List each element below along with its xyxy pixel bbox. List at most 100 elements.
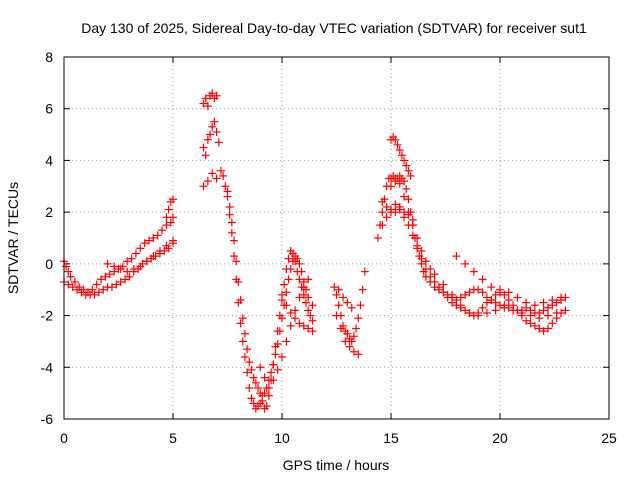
y-tick-label: -4 bbox=[41, 359, 54, 375]
data-point bbox=[530, 301, 539, 310]
data-point bbox=[439, 280, 448, 289]
data-point bbox=[284, 275, 293, 284]
data-point bbox=[219, 171, 228, 180]
data-point bbox=[304, 275, 313, 284]
data-point bbox=[400, 156, 409, 165]
data-point bbox=[522, 316, 531, 325]
data-point bbox=[162, 221, 171, 230]
data-point bbox=[230, 236, 239, 245]
data-point bbox=[421, 257, 430, 266]
data-point bbox=[354, 350, 363, 359]
data-point bbox=[474, 285, 483, 294]
data-point bbox=[304, 293, 313, 302]
data-point bbox=[404, 166, 413, 175]
data-point bbox=[121, 275, 130, 284]
data-point bbox=[395, 202, 404, 211]
data-point bbox=[299, 321, 308, 330]
data-point bbox=[116, 265, 125, 274]
data-point bbox=[92, 280, 101, 289]
data-point bbox=[395, 179, 404, 188]
data-point bbox=[382, 213, 391, 222]
data-point bbox=[212, 174, 221, 183]
data-point bbox=[395, 146, 404, 155]
data-point bbox=[341, 337, 350, 346]
data-point bbox=[373, 234, 382, 242]
data-point bbox=[332, 290, 341, 299]
data-point bbox=[136, 262, 145, 271]
data-point bbox=[548, 319, 557, 328]
data-points bbox=[60, 89, 570, 413]
data-point bbox=[295, 293, 304, 302]
data-point bbox=[539, 327, 548, 336]
data-point bbox=[295, 259, 304, 268]
data-point bbox=[391, 174, 400, 183]
data-point bbox=[465, 308, 474, 317]
data-point bbox=[212, 91, 221, 100]
data-point bbox=[243, 368, 252, 377]
data-point bbox=[456, 293, 465, 302]
data-point bbox=[245, 358, 254, 367]
data-point bbox=[129, 265, 138, 274]
data-point bbox=[413, 241, 422, 250]
data-point bbox=[282, 301, 291, 310]
data-point bbox=[500, 303, 509, 312]
data-point bbox=[406, 171, 415, 180]
data-point bbox=[478, 275, 487, 284]
data-point bbox=[391, 200, 400, 209]
data-point bbox=[426, 265, 435, 274]
y-tick-label: 6 bbox=[45, 101, 53, 117]
data-point bbox=[169, 236, 177, 245]
data-point bbox=[352, 324, 361, 333]
data-point bbox=[149, 252, 158, 261]
data-point bbox=[526, 319, 535, 328]
data-point bbox=[140, 239, 149, 248]
data-point bbox=[343, 298, 352, 307]
data-point bbox=[210, 117, 219, 126]
data-point bbox=[275, 327, 284, 336]
data-point bbox=[278, 314, 286, 323]
data-point bbox=[271, 350, 280, 359]
data-point bbox=[293, 254, 302, 263]
data-point bbox=[487, 296, 496, 305]
data-point bbox=[404, 210, 413, 219]
y-tick-label: -2 bbox=[41, 308, 54, 324]
data-point bbox=[249, 373, 258, 382]
data-point bbox=[393, 140, 402, 149]
data-point bbox=[517, 308, 526, 317]
data-point bbox=[391, 208, 400, 217]
data-point bbox=[530, 321, 539, 330]
data-point bbox=[417, 254, 426, 263]
data-point bbox=[358, 285, 367, 294]
data-point bbox=[123, 267, 132, 276]
data-point bbox=[391, 135, 400, 144]
x-tick-label: 10 bbox=[274, 430, 290, 446]
data-point bbox=[491, 290, 500, 299]
data-point bbox=[339, 293, 348, 302]
data-point bbox=[260, 389, 269, 398]
data-point bbox=[297, 267, 306, 276]
data-point bbox=[97, 275, 106, 284]
data-point bbox=[469, 267, 478, 276]
data-point bbox=[496, 285, 504, 294]
data-point bbox=[247, 365, 256, 374]
data-point bbox=[278, 352, 286, 361]
data-point bbox=[552, 308, 561, 317]
data-point bbox=[240, 352, 249, 361]
data-point bbox=[230, 252, 239, 261]
data-point bbox=[199, 143, 208, 152]
data-point bbox=[387, 182, 395, 191]
data-point bbox=[402, 161, 411, 170]
y-axis-label: SDTVAR / TECUs bbox=[5, 182, 21, 294]
data-point bbox=[232, 257, 241, 266]
data-point bbox=[234, 277, 243, 286]
x-tick-label: 0 bbox=[60, 430, 68, 446]
data-point bbox=[166, 218, 175, 227]
data-point bbox=[448, 298, 457, 307]
data-point bbox=[269, 376, 278, 385]
data-point bbox=[286, 308, 295, 317]
data-point bbox=[73, 285, 82, 294]
data-point bbox=[112, 280, 121, 289]
data-point bbox=[240, 329, 249, 338]
data-point bbox=[94, 288, 103, 297]
data-point bbox=[349, 332, 358, 341]
